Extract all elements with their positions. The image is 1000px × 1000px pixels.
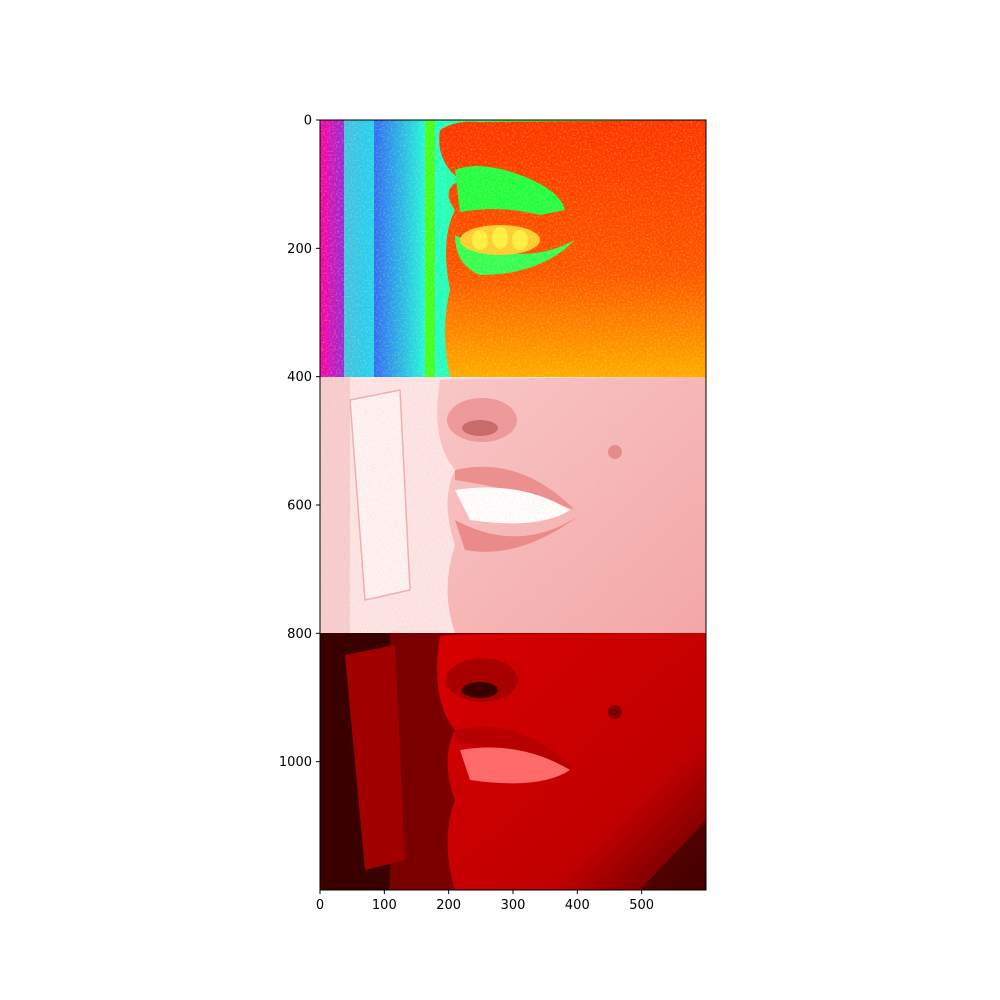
x-tick-label: 100 <box>372 898 397 913</box>
x-tick-label: 0 <box>316 898 324 913</box>
x-tick-label: 400 <box>565 898 590 913</box>
y-tick-label: 0 <box>304 114 312 129</box>
x-axis: 0 100 200 300 400 500 <box>316 890 654 913</box>
x-tick-label: 300 <box>501 898 526 913</box>
y-tick-label: 200 <box>287 242 312 257</box>
panel-light-pink <box>320 377 706 633</box>
y-tick-label: 800 <box>287 627 312 642</box>
panel-hsv-false-color <box>320 120 706 377</box>
x-tick-label: 200 <box>436 898 461 913</box>
y-axis: 0 200 400 600 800 1000 <box>279 114 320 770</box>
y-tick-label: 400 <box>287 370 312 385</box>
x-tick-label: 500 <box>629 898 654 913</box>
y-tick-label: 1000 <box>279 755 312 770</box>
panel-dark-red <box>320 633 706 890</box>
y-tick-label: 600 <box>287 499 312 514</box>
